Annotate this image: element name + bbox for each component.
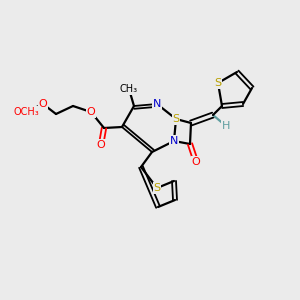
Text: S: S — [172, 114, 180, 124]
Text: O: O — [97, 140, 105, 150]
Text: H: H — [222, 121, 230, 131]
Text: O: O — [39, 99, 47, 109]
Text: O: O — [87, 107, 95, 117]
Text: N: N — [153, 99, 161, 109]
Text: N: N — [170, 136, 178, 146]
Text: CH₃: CH₃ — [120, 84, 138, 94]
Text: OCH₃: OCH₃ — [13, 107, 39, 117]
Text: S: S — [153, 183, 161, 193]
Text: O: O — [192, 157, 200, 167]
Text: S: S — [214, 78, 222, 88]
